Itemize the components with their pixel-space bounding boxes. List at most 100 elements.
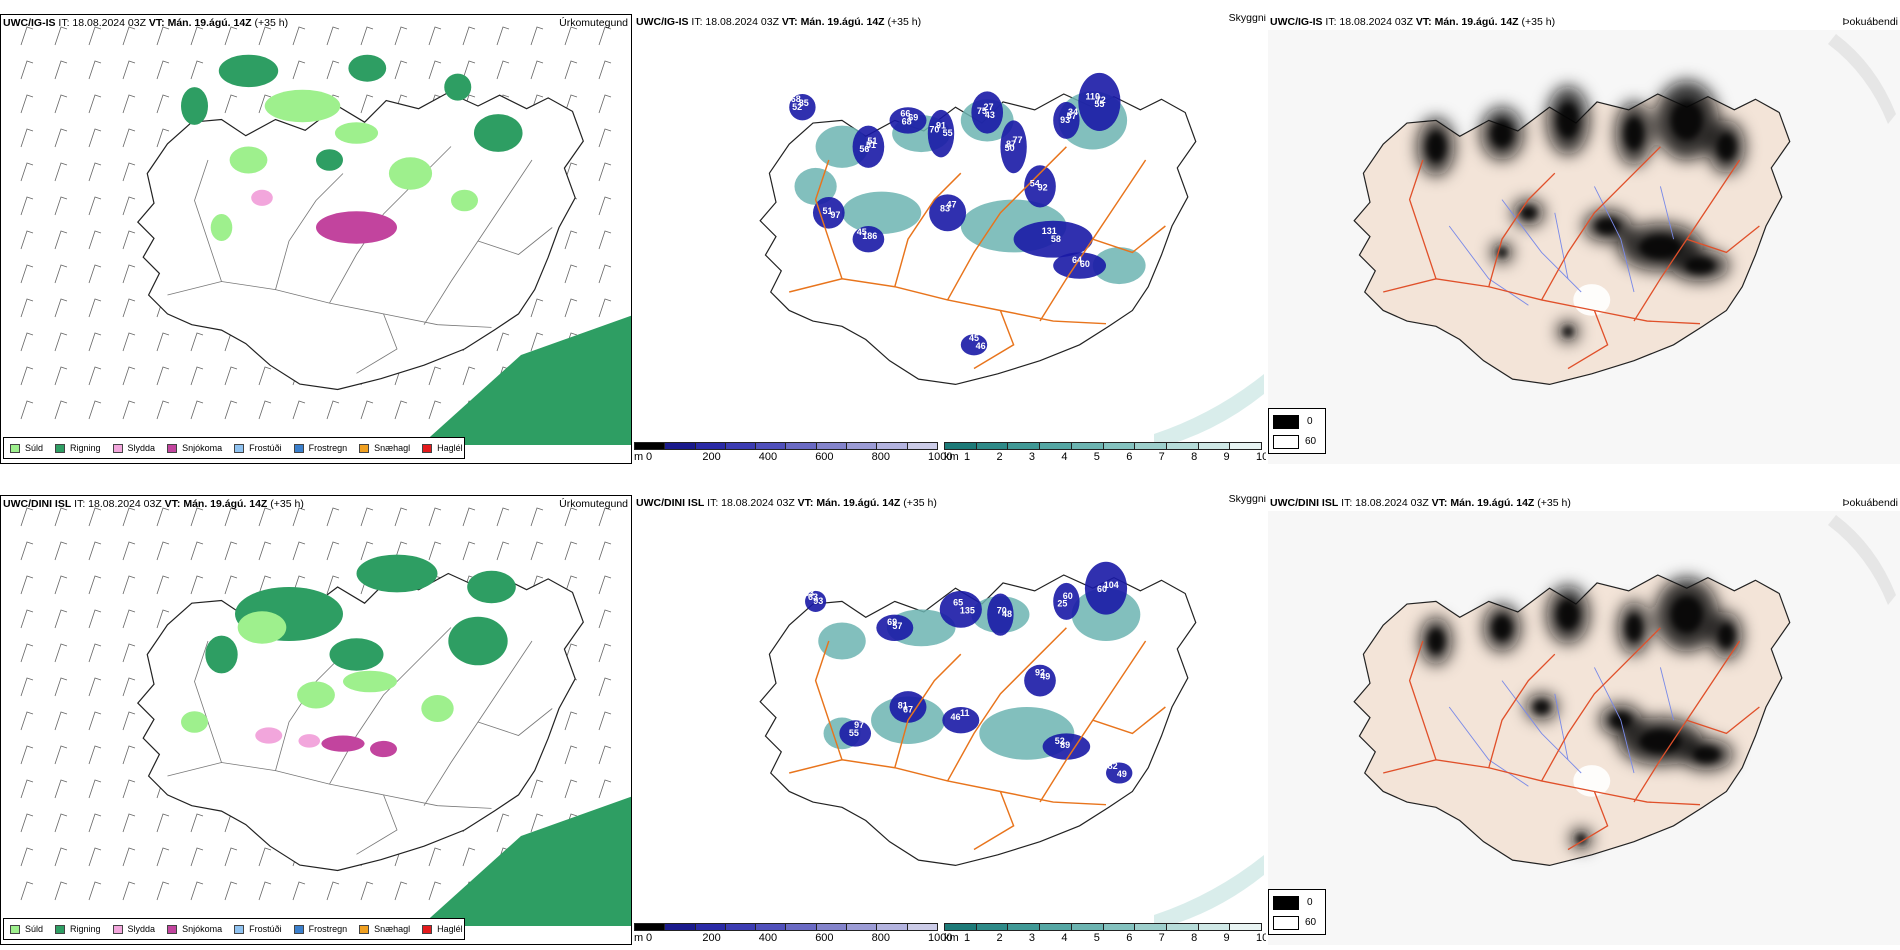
colorbar-cell: [976, 443, 1009, 449]
visibility-value-label: 27: [984, 102, 994, 112]
colorbar-tick: 8: [1191, 932, 1198, 944]
visibility-value-label: 25: [1057, 599, 1067, 609]
precip-type-panel: UWC/DINI ISL IT: 18.08.2024 03Z VT: Mán.…: [0, 495, 632, 945]
visibility-value-label: 75: [977, 106, 987, 116]
visibility-value-label: 93: [1060, 115, 1070, 125]
colorbar-cell: [1135, 924, 1167, 930]
lead-offset: (+35 h): [900, 497, 937, 509]
colorbar-cell: [945, 443, 977, 449]
visibility-value-label: 85: [799, 98, 809, 108]
colorbar-cell: [756, 443, 787, 449]
visibility-value-label: 51: [867, 136, 877, 146]
legend-swatch: [359, 443, 370, 453]
visibility-value-label: 47: [947, 200, 957, 210]
colorbar-tick: 2: [996, 451, 1003, 463]
legend-swatch: [55, 443, 66, 453]
panel-title: Þokuábendi: [1842, 497, 1898, 509]
visibility-value-label: 63: [808, 592, 818, 602]
precip-legend: Súld Rigning Slydda Snjókoma Frostúði Frostre…: [3, 437, 465, 459]
visibility-value-label: 69: [887, 617, 897, 627]
model-name: UWC/IG-IS: [1270, 16, 1323, 28]
legend-label: Frostregn: [308, 443, 348, 453]
panel-header: UWC/DINI ISL IT: 18.08.2024 03Z VT: Mán.…: [3, 498, 304, 510]
legend-item: Frostúði: [234, 443, 282, 453]
colorbar-tick: 8: [1191, 451, 1198, 463]
visibility-value-label: 57: [892, 621, 902, 631]
visibility-panel: 68 51 66 55 27 50 57 55 54 47 51 45 58 64 46 85 56 69 91 75…: [634, 14, 1266, 464]
fog-legend-label-bottom: 60: [1305, 436, 1317, 447]
panel-title: Úrkomutegund: [559, 498, 628, 510]
fog-legend-swatch-bottom: [1273, 916, 1299, 930]
colorbar-cell: [635, 924, 666, 930]
precip-map: [20, 26, 631, 445]
visibility-value-label: 50: [1005, 143, 1015, 153]
colorbar-cell: [1040, 443, 1072, 449]
lead-offset: (+35 h): [884, 16, 922, 28]
legend-swatch: [293, 924, 304, 934]
colorbar-tick: 5: [1093, 451, 1100, 463]
model-name: UWC/IG-IS: [636, 16, 689, 28]
panel-header: UWC/DINI ISL IT: 18.08.2024 03Z VT: Mán.…: [636, 497, 937, 509]
legend-item: Frostregn: [293, 924, 347, 934]
colorbar-tick: 9: [1223, 451, 1230, 463]
legend-label: Rigning: [70, 443, 101, 453]
lead-offset: (+35 h): [1518, 16, 1556, 28]
colorbar-tick: 4: [1061, 932, 1068, 944]
colorbar-tick: 10: [1256, 932, 1266, 944]
colorbar-cell: [907, 924, 937, 930]
visibility-value-label: 68: [902, 116, 912, 126]
colorbar-cell: [877, 924, 908, 930]
visibility-value-label: 43: [985, 110, 995, 120]
fog-legend: 0 60: [1268, 889, 1326, 935]
fog-legend: 0 60: [1268, 408, 1326, 454]
visibility-value-label: 66: [900, 108, 910, 118]
valid-time: Mán. 19.ágú. 14Z: [813, 497, 901, 509]
legend-label: Rigning: [70, 924, 101, 934]
legend-label: Snjókoma: [182, 443, 223, 453]
fog-legend-swatch-top: [1273, 415, 1299, 429]
panel-header: UWC/DINI ISL IT: 18.08.2024 03Z VT: Mán.…: [1270, 497, 1571, 509]
colorbar-tick: 3: [1028, 451, 1035, 463]
visibility-value-label: 45: [857, 227, 867, 237]
colorbar-cell: [695, 924, 726, 930]
fog-index-panel: UWC/IG-IS IT: 18.08.2024 03Z VT: Mán. 19…: [1268, 14, 1900, 464]
legend-item: Rigning: [55, 443, 101, 453]
visibility-value-label: 65: [953, 597, 963, 607]
colorbar-cell: [1166, 924, 1199, 930]
init-time: IT: 18.08.2024 03Z: [688, 16, 782, 28]
visibility-value-label: 87: [1006, 139, 1016, 149]
colorbar-strip: [634, 923, 938, 931]
colorbar-tick: 1: [964, 451, 971, 463]
colorbar-tick: 9: [1223, 932, 1230, 944]
valid-time: Mán. 19.ágú. 14Z: [1447, 497, 1535, 509]
colorbar-cell: [1071, 443, 1104, 449]
visibility-value-label: 93: [813, 596, 823, 606]
legend-item: Snæhagl: [359, 443, 410, 453]
colorbar-cell: [725, 443, 757, 449]
panel-header: UWC/IG-IS IT: 18.08.2024 03Z VT: Mán. 19…: [3, 17, 288, 29]
valid-time: Mán. 19.ágú. 14Z: [1431, 16, 1519, 28]
colorbar-unit: km: [944, 932, 959, 944]
colorbar-cell: [1198, 924, 1231, 930]
colorbar-tick: 400: [758, 451, 778, 463]
legend-swatch: [293, 443, 304, 453]
colorbar-cell: [907, 443, 937, 449]
legend-item: Snæhagl: [359, 924, 410, 934]
fog-map: [1268, 30, 1900, 464]
colorbar-tick: 1000: [928, 451, 953, 463]
precip-legend: Súld Rigning Slydda Snjókoma Frostúði Frostre…: [3, 918, 465, 940]
init-time: IT: 18.08.2024 03Z: [1338, 497, 1432, 509]
visibility-value-label: 55: [1094, 99, 1104, 109]
legend-item: Slydda: [112, 443, 155, 453]
colorbar-tick: 2: [996, 932, 1003, 944]
visibility-value-label: 54: [1030, 178, 1040, 188]
visibility-value-label: 89: [1060, 740, 1070, 750]
colorbar-cell: [1103, 443, 1136, 449]
visibility-value-label: 92: [1035, 667, 1045, 677]
colorbar-cell: [1008, 443, 1041, 449]
colorbar-cell: [1198, 443, 1231, 449]
visibility-value-label: 63: [804, 588, 814, 598]
visibility-value-label: 186: [862, 231, 877, 241]
valid-time-label: VT:: [1431, 497, 1448, 509]
colorbar-cell: [847, 924, 878, 930]
